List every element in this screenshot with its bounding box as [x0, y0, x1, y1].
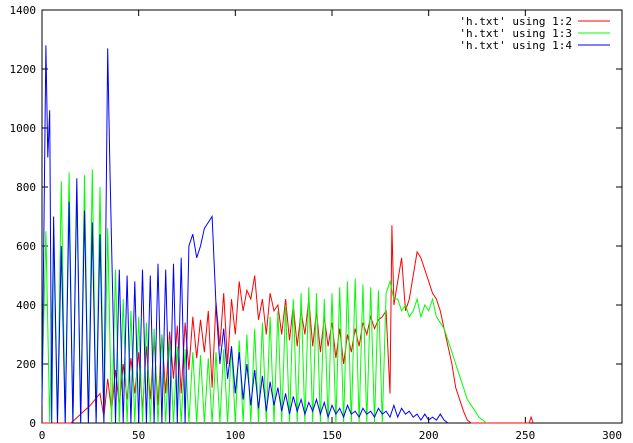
y-tick-label: 1200: [10, 63, 37, 76]
y-tick-label: 0: [29, 417, 36, 430]
legend-label-3: 'h.txt' using 1:4: [459, 39, 572, 52]
legend-label-1: 'h.txt' using 1:2: [459, 15, 572, 28]
y-tick-label: 800: [16, 181, 36, 194]
y-tick-label: 1000: [10, 122, 37, 135]
x-tick-label: 250: [515, 429, 535, 442]
y-tick-label: 1400: [10, 4, 37, 17]
series-layer: [41, 45, 534, 424]
series-line-2: [41, 169, 487, 424]
x-tick-label: 100: [225, 429, 245, 442]
y-tick-label: 400: [16, 299, 36, 312]
x-axis: 0 50 100 150 200 250 300: [39, 10, 623, 442]
legend: 'h.txt' using 1:2'h.txt' using 1:3'h.txt…: [459, 15, 610, 52]
x-tick-label: 200: [419, 429, 439, 442]
x-tick-label: 150: [322, 429, 342, 442]
y-axis: 0 200 400 600 800 1000 1200 1400: [10, 4, 622, 430]
x-tick-label: 50: [132, 429, 145, 442]
series-line-1: [42, 225, 534, 424]
x-tick-label: 300: [602, 429, 622, 442]
series-line-3: [41, 45, 449, 424]
y-tick-label: 200: [16, 358, 36, 371]
y-tick-label: 600: [16, 240, 36, 253]
legend-label-2: 'h.txt' using 1:3: [459, 27, 572, 40]
x-tick-label: 0: [39, 429, 46, 442]
